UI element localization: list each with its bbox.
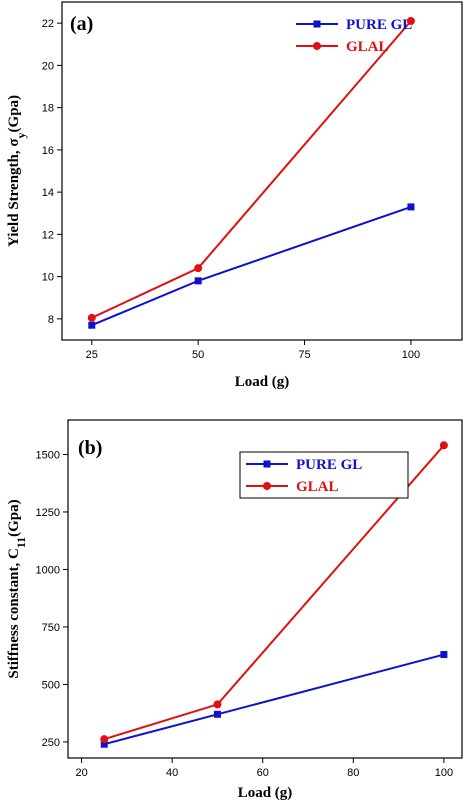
x-tick-label: 80: [347, 767, 359, 779]
y-tick-label: 20: [42, 60, 54, 72]
x-tick-label: 25: [86, 349, 98, 361]
legend-label: GLAL: [296, 479, 339, 495]
legend-label: GLAL: [346, 39, 389, 55]
data-point: [406, 17, 415, 26]
legend: PURE GL GLAL: [239, 451, 409, 499]
legend-marker: [313, 42, 321, 50]
legend-marker: [263, 460, 271, 468]
x-tick-label: 100: [435, 767, 453, 779]
data-point: [213, 710, 221, 718]
x-axis-label: Load (g): [238, 785, 293, 801]
chart-panel-a: 25 50 75 100 8 10 12 14 16 18 20 22 Load (g) Yield St…: [6, 1, 463, 390]
y-tick-label: 1000: [36, 564, 60, 576]
panel-tag: (a): [70, 13, 93, 35]
legend-marker: [263, 482, 271, 490]
data-point: [100, 740, 108, 748]
data-point: [213, 700, 222, 709]
data-point: [88, 321, 96, 329]
y-tick-label: 16: [42, 145, 54, 157]
plot-frame: [67, 419, 463, 759]
data-point: [100, 735, 109, 744]
y-tick-label: 1500: [36, 449, 60, 461]
x-tick-label: 40: [166, 767, 178, 779]
y-tick-label: 750: [42, 622, 60, 634]
y-tick-label: 8: [48, 314, 54, 326]
legend-label: PURE GL: [296, 457, 362, 473]
y-axis-label: Stiffness constant, C11(Gpa): [6, 499, 28, 678]
y-tick-label: 500: [42, 679, 60, 691]
data-point: [87, 313, 96, 322]
y-tick-label: 18: [42, 103, 54, 115]
legend: PURE GL GLAL: [296, 17, 412, 55]
y-tick-label: 1250: [36, 507, 60, 519]
data-point: [194, 264, 203, 273]
legend-label: PURE GL: [346, 17, 412, 33]
y-tick-label: 14: [42, 187, 54, 199]
data-point: [194, 277, 202, 285]
x-tick-label: 75: [298, 349, 310, 361]
series-line-glal: [91, 20, 412, 319]
x-tick-label: 100: [402, 349, 420, 361]
plot-frame: [61, 1, 463, 341]
legend-marker: [313, 20, 321, 28]
y-axis-label: Yield Strength, σy(Gpa): [6, 95, 28, 247]
y-tick-label: 22: [42, 18, 54, 30]
x-tick-label: 60: [257, 767, 269, 779]
chart-panel-b: 20 40 60 80 100 250 500 750 1000 1250 1500 Load (g)…: [6, 419, 463, 801]
y-tick-label: 10: [42, 272, 54, 284]
y-tick-label: 250: [42, 737, 60, 749]
data-point: [439, 441, 448, 450]
x-axis-label: Load (g): [235, 374, 290, 390]
data-point: [407, 203, 415, 211]
series-line-pure-gl: [103, 653, 445, 746]
x-tick-label: 20: [75, 767, 87, 779]
y-tick-label: 12: [42, 229, 54, 241]
x-tick-label: 50: [192, 349, 204, 361]
series-line-pure-gl: [91, 205, 412, 327]
panel-tag: (b): [78, 437, 102, 459]
data-point: [440, 651, 448, 659]
legend-box: [239, 451, 409, 499]
